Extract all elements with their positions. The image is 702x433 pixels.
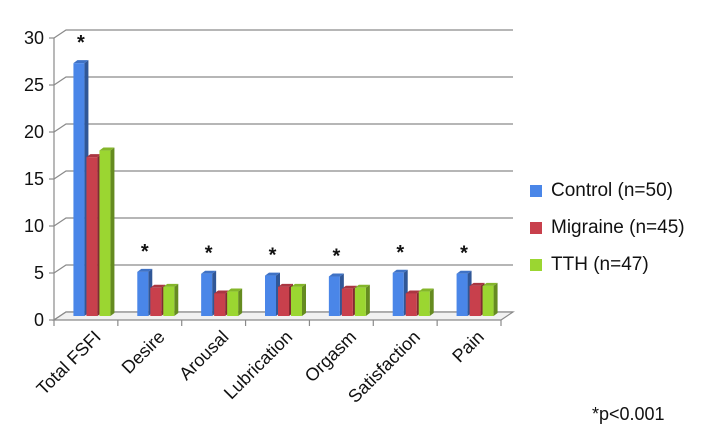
- bars: [73, 60, 498, 316]
- bar: [328, 273, 344, 316]
- bar: [291, 283, 306, 316]
- bar: [99, 147, 115, 316]
- bar: [150, 284, 166, 316]
- y-tick-label: 10: [24, 216, 44, 236]
- gridlines: [53, 29, 513, 321]
- bar: [265, 272, 280, 316]
- bar: [278, 283, 293, 316]
- legend-item-control: Control (n=50): [530, 172, 685, 209]
- legend-item-migraine: Migraine (n=45): [530, 209, 685, 246]
- x-tick-label: Orgasm: [301, 327, 360, 386]
- x-tick-label: Desire: [118, 327, 169, 378]
- bar: [163, 283, 179, 316]
- legend-item-tth: TTH (n=47): [530, 246, 685, 283]
- significance-asterisk: *: [332, 246, 340, 268]
- y-tick-label: 0: [34, 310, 44, 330]
- significance-asterisk: *: [396, 242, 404, 264]
- legend-swatch-control: [530, 184, 542, 197]
- significance-asterisk: *: [205, 243, 213, 265]
- significance-markers: * * * * * * *: [77, 32, 468, 267]
- significance-asterisk: *: [460, 243, 468, 265]
- bar: [137, 268, 153, 316]
- y-tick-label: 20: [24, 122, 44, 142]
- bar: [456, 270, 472, 316]
- x-tick-label: Lubrication: [220, 327, 296, 403]
- bar: [418, 288, 434, 316]
- gridline: [53, 123, 513, 133]
- footnote: *p<0.001: [592, 404, 665, 424]
- significance-asterisk: *: [269, 245, 277, 267]
- bar: [73, 60, 89, 316]
- gridline: [53, 29, 513, 39]
- gridline: [53, 217, 513, 227]
- bar: [86, 154, 102, 316]
- bar: [482, 282, 498, 316]
- gridline: [53, 170, 513, 180]
- gridline: [53, 264, 513, 274]
- bar: [354, 284, 370, 316]
- legend-swatch-migraine: [530, 221, 542, 234]
- y-axis-ticks: 0 5 10 15 20 25 30: [24, 28, 54, 330]
- x-tick-label: Total FSFI: [33, 327, 105, 399]
- bar: [341, 285, 357, 316]
- significance-asterisk: *: [77, 32, 85, 54]
- bar: [405, 290, 421, 316]
- bar: [214, 290, 230, 316]
- y-tick-label: 25: [24, 75, 44, 95]
- legend-label-tth: TTH (n=47): [551, 253, 649, 275]
- legend-swatch-tth: [530, 258, 542, 271]
- y-tick-label: 5: [34, 263, 44, 283]
- bar: [469, 282, 485, 316]
- bar: [392, 269, 408, 316]
- legend-label-migraine: Migraine (n=45): [551, 216, 685, 238]
- y-tick-label: 30: [24, 28, 44, 48]
- x-tick-label: Pain: [448, 327, 488, 367]
- bar: [227, 288, 243, 316]
- y-tick-label: 15: [24, 169, 44, 189]
- x-tick-label: Arousal: [175, 327, 232, 384]
- bar: [201, 270, 217, 316]
- significance-asterisk: *: [141, 241, 149, 263]
- legend-label-control: Control (n=50): [551, 179, 673, 201]
- gridline: [53, 76, 513, 86]
- legend: Control (n=50) Migraine (n=45) TTH (n=47…: [530, 172, 685, 283]
